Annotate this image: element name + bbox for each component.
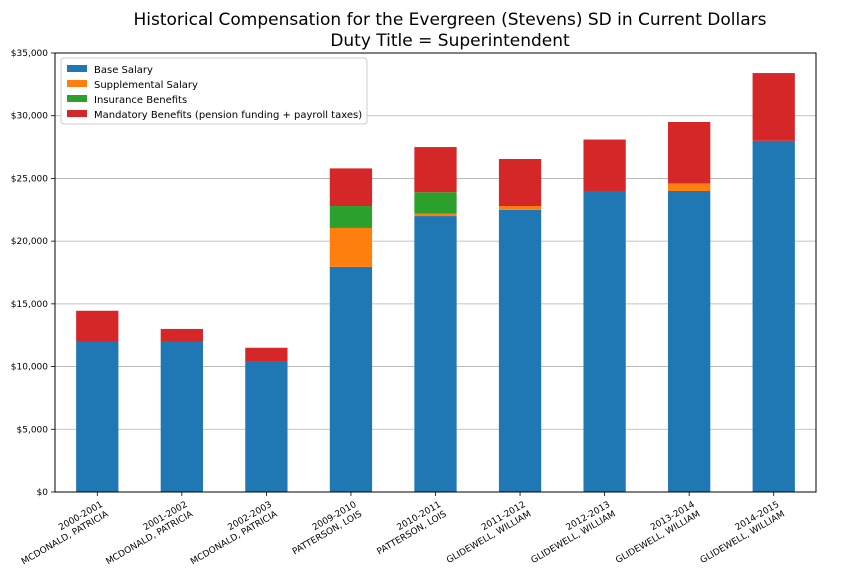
y-tick-label: $35,000 [11,49,48,59]
x-tick-label-text: 2009-2010PATTERSON, LOIS [285,500,364,558]
legend-swatch [67,110,87,117]
bar-segment [498,209,542,493]
legend-label: Supplemental Salary [94,80,198,91]
x-tick-person: GLIDEWELL, WILLIAM [530,509,618,566]
bar-segment [160,328,203,342]
bar-segment [329,206,373,228]
legend-label: Insurance Benefits [94,95,187,106]
legend: Base Salary Supplemental Salary Insurance … [60,57,368,125]
bar-segment [752,140,795,493]
bar-segment [414,192,457,214]
plot-frame [54,52,817,493]
x-tick-label: 2000-2001MCDONALD, PATRICIA [15,500,111,568]
bar-segment [498,206,542,210]
bar-segment [329,168,373,207]
x-tick-label-text: 2013-2014GLIDEWELL, WILLIAM [609,500,703,566]
y-tick-label: $20,000 [11,237,48,247]
bar-segment [160,341,203,492]
x-tick-label: 2011-2012GLIDEWELL, WILLIAM [440,500,533,566]
x-tick-label-text: 2002-2003MCDONALD, PATRICIA [184,500,280,568]
bar-segment [752,73,795,141]
x-tick-person: GLIDEWELL, WILLIAM [445,509,533,566]
legend-swatch [67,65,87,72]
y-tick-label: $5,000 [17,425,49,435]
x-tick-label: 2001-2002MCDONALD, PATRICIA [99,500,196,568]
x-tick-label-text: 2001-2002MCDONALD, PATRICIA [99,500,195,568]
legend-swatch [67,80,87,87]
bars [76,73,795,493]
chart-title: Historical Compensation for the Evergree… [133,10,766,30]
bar-segment [414,216,457,493]
y-tick-label: $0 [37,488,49,498]
x-tick-person: MCDONALD, PATRICIA [189,509,280,567]
legend-label: Base Salary [94,65,153,76]
x-tick-label-text: 2000-2001MCDONALD, PATRICIA [15,500,111,568]
y-tick-label: $25,000 [11,174,48,184]
bar-segment [414,147,457,193]
bar-segment [245,361,288,492]
x-tick-person: MCDONALD, PATRICIA [105,509,196,567]
x-tick-label-text: 2011-2012GLIDEWELL, WILLIAM [440,500,533,566]
bar-segment [583,190,626,492]
y-tick-label: $10,000 [11,363,48,373]
x-tick-person: GLIDEWELL, WILLIAM [699,509,787,566]
bar-segment [76,341,119,492]
y-tick-label: $30,000 [11,112,48,122]
legend-box [60,57,368,125]
y-axis: $0 $5,000 $10,000 $15,000 $20,000 $25,000 $30,… [11,49,55,498]
bar-segment [414,213,457,217]
chart-subtitle: Duty Title = Superintendent [330,31,570,51]
bar-segment [329,227,373,267]
bar-segment [245,347,288,362]
bar-segment [668,183,711,191]
bar-segment [583,139,626,191]
bar-segment [498,158,542,207]
x-tick-label: 2010-2011PATTERSON, LOIS [370,500,449,558]
y-tick-label: $15,000 [11,300,48,310]
legend-swatch [67,95,87,102]
bar-segment [76,310,119,342]
bar-segment [668,190,711,492]
x-tick-label: 2002-2003MCDONALD, PATRICIA [184,500,280,568]
legend-label: Mandatory Benefits (pension funding + pa… [94,110,362,121]
x-tick-person: GLIDEWELL, WILLIAM [614,509,702,566]
bar-segment [668,121,711,184]
x-tick-label-text: 2014-2015GLIDEWELL, WILLIAM [693,500,786,566]
x-axis: 2000-2001MCDONALD, PATRICIA 2001-2002MCDO… [15,492,787,568]
x-tick-person: MCDONALD, PATRICIA [20,509,111,567]
x-tick-label-text: 2010-2011PATTERSON, LOIS [370,500,449,558]
x-tick-label: 2014-2015GLIDEWELL, WILLIAM [693,500,787,566]
x-tick-label: 2013-2014GLIDEWELL, WILLIAM [609,500,703,566]
x-tick-label: 2012-2013GLIDEWELL, WILLIAM [524,500,618,566]
bar-segment [329,266,373,492]
x-tick-label-text: 2012-2013GLIDEWELL, WILLIAM [524,500,617,566]
x-tick-label: 2009-2010PATTERSON, LOIS [285,500,364,558]
